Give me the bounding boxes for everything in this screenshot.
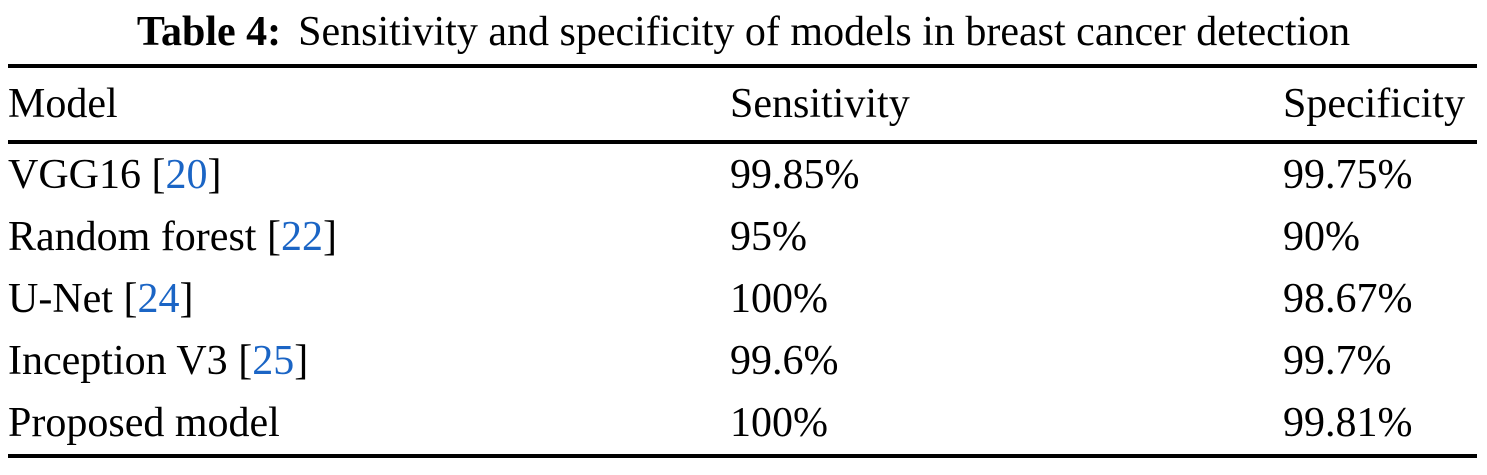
results-table: Model Sensitivity Specificity VGG16 [20]… xyxy=(8,64,1477,458)
model-name: Inception V3 xyxy=(8,338,228,384)
sensitivity-cell: 100% xyxy=(730,400,828,446)
citation-bracket-close: ] xyxy=(322,214,337,260)
model-name: U-Net xyxy=(8,276,113,322)
table-row: Proposed model 100% 99.81% xyxy=(8,392,1477,456)
table-row: VGG16 [20] 99.85% 99.75% xyxy=(8,142,1477,206)
citation-link[interactable]: 22 xyxy=(280,214,323,260)
column-header-sensitivity: Sensitivity xyxy=(730,66,1283,144)
model-cell: Inception V3 [25] xyxy=(8,330,730,392)
sensitivity-cell: 99.6% xyxy=(730,338,839,384)
model-name: VGG16 xyxy=(8,152,141,198)
table-caption-label: Table 4: xyxy=(136,9,282,55)
column-header-model: Model xyxy=(8,66,730,144)
model-cell: Random forest [22] xyxy=(8,206,730,268)
citation-bracket-open: [ xyxy=(227,338,253,384)
citation-bracket-open: [ xyxy=(256,214,281,260)
model-cell: Proposed model xyxy=(8,392,730,456)
table-caption: Table 4: Sensitivity and specificity of m… xyxy=(0,0,1487,64)
table-row: Inception V3 [25] 99.6% 99.7% xyxy=(8,330,1477,392)
table-header-row: Model Sensitivity Specificity xyxy=(8,66,1477,144)
sensitivity-cell: 95% xyxy=(730,214,807,260)
table-caption-text: Sensitivity and specificity of models in… xyxy=(298,9,1351,55)
citation-bracket-open: [ xyxy=(141,152,166,198)
model-name: Proposed model xyxy=(8,400,280,446)
model-name: Random forest xyxy=(8,214,257,260)
table-row: U-Net [24] 100% 98.67% xyxy=(8,268,1477,330)
specificity-cell: 99.7% xyxy=(1283,338,1392,384)
specificity-cell: 99.81% xyxy=(1283,400,1413,446)
citation-bracket-close: ] xyxy=(179,276,194,322)
citation-bracket-close: ] xyxy=(207,152,222,198)
sensitivity-cell: 100% xyxy=(730,276,828,322)
citation-link[interactable]: 25 xyxy=(252,338,295,384)
specificity-cell: 98.67% xyxy=(1283,276,1413,322)
specificity-cell: 90% xyxy=(1283,214,1360,260)
citation-bracket-close: ] xyxy=(294,338,309,384)
model-cell: VGG16 [20] xyxy=(8,142,730,206)
model-cell: U-Net [24] xyxy=(8,268,730,330)
paper-table-figure: Table 4: Sensitivity and specificity of m… xyxy=(0,0,1487,458)
table-row: Random forest [22] 95% 90% xyxy=(8,206,1477,268)
specificity-cell: 99.75% xyxy=(1283,152,1413,198)
citation-bracket-open: [ xyxy=(112,276,138,322)
sensitivity-cell: 99.85% xyxy=(730,152,860,198)
citation-link[interactable]: 24 xyxy=(137,276,180,322)
citation-link[interactable]: 20 xyxy=(165,152,208,198)
column-header-specificity: Specificity xyxy=(1283,66,1477,144)
